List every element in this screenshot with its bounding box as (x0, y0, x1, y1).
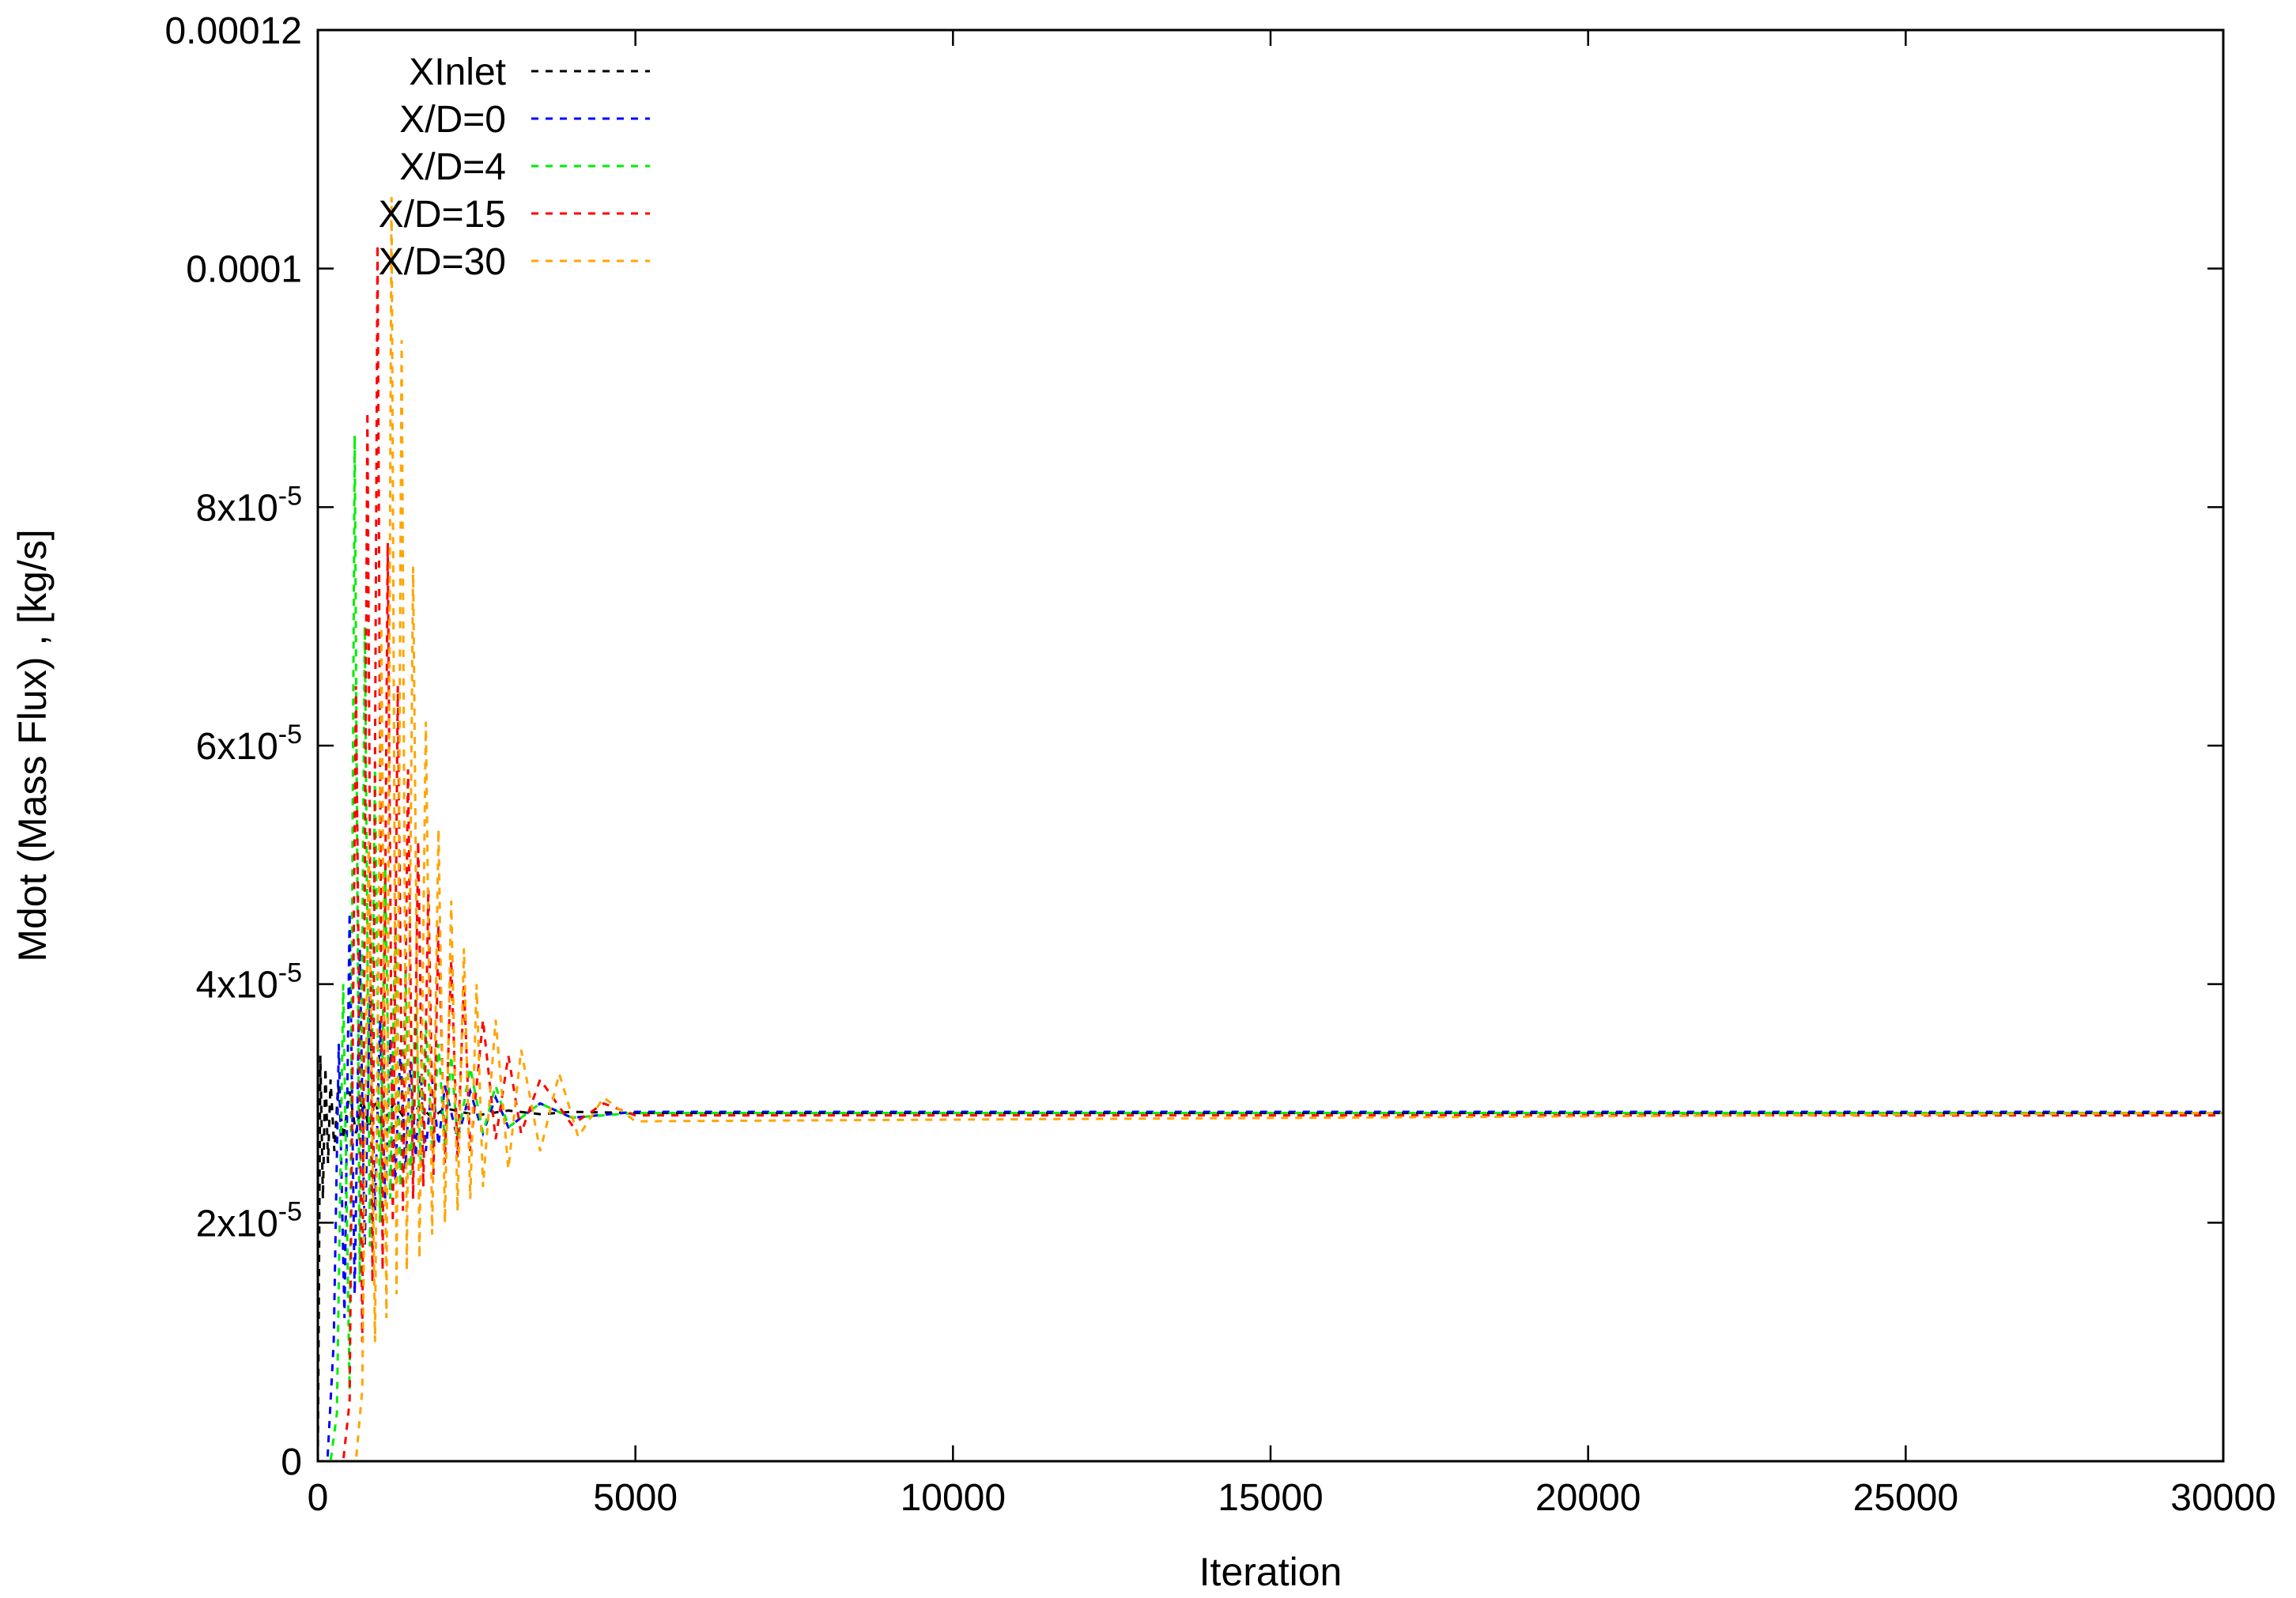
axis-ticks: 0 5000 10000 15000 20000 25000 30000 0 2x10-5 4x1… (164, 10, 2275, 1519)
y-tick-label-2: 4x10-5 (196, 958, 302, 1007)
legend-label-2: X/D=4 (399, 146, 506, 188)
legend-label-0: XInlet (409, 51, 506, 93)
series-line-3 (318, 244, 2223, 1463)
y-tick-label-3: 6x10-5 (196, 720, 302, 768)
y-tick-label-0: 0 (281, 1441, 302, 1483)
x-tick-label-0: 0 (308, 1477, 329, 1519)
legend-label-4: X/D=30 (379, 241, 506, 283)
x-axis-title: Iteration (1199, 1550, 1342, 1594)
x-tick-label-2: 10000 (901, 1477, 1006, 1519)
y-tick-label-6: 0.00012 (164, 10, 302, 52)
legend-label-1: X/D=0 (399, 99, 506, 141)
y-tick-label-5: 0.0001 (186, 249, 302, 291)
series-layer (316, 197, 2224, 1463)
x-tick-label-3: 15000 (1218, 1477, 1323, 1519)
y-tick-label-1: 2x10-5 (196, 1196, 302, 1245)
series-line-0 (316, 1056, 2223, 1462)
x-tick-label-1: 5000 (593, 1477, 678, 1519)
legend-label-3: X/D=15 (379, 194, 506, 236)
x-tick-label-4: 20000 (1535, 1477, 1641, 1519)
series-line-2 (318, 435, 2223, 1463)
x-tick-label-5: 25000 (1853, 1477, 1958, 1519)
y-axis-title: Mdot (Mass Flux) , [kg/s] (10, 529, 55, 961)
plot-frame (316, 28, 2225, 1463)
series-line-4 (318, 197, 2224, 1463)
series-line-1 (318, 912, 2223, 1463)
legend: XInlet X/D=0 X/D=4 X/D=15 X/D=30 (379, 51, 650, 283)
y-tick-label-4: 8x10-5 (196, 481, 302, 529)
x-tick-label-6: 30000 (2170, 1477, 2275, 1519)
